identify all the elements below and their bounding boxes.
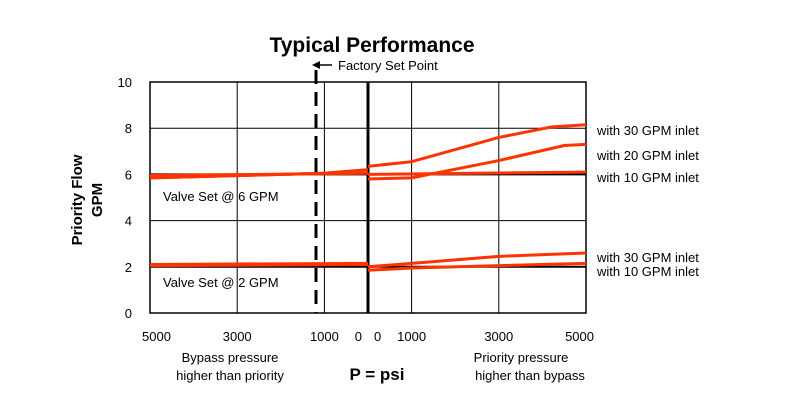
factory-set-point-label: Factory Set Point bbox=[338, 58, 438, 73]
series-line-left-4 bbox=[149, 262, 369, 268]
series-label: with 20 GPM inlet bbox=[596, 148, 699, 163]
x-left-caption-line1: Bypass pressure bbox=[182, 350, 279, 365]
series-line-right-1 bbox=[367, 142, 587, 181]
valve-label-2gpm: Valve Set @ 2 GPM bbox=[163, 275, 279, 290]
series-label: with 10 GPM inlet bbox=[596, 264, 699, 279]
series-labels: with 30 GPM inlet with 20 GPM inlet with 1… bbox=[596, 123, 699, 279]
x-tick-label-left: 0 bbox=[355, 329, 362, 344]
y-axis-label-line2: GPM bbox=[89, 183, 106, 217]
x-right-caption-line2: higher than bypass bbox=[475, 368, 585, 383]
x-right-caption-line1: Priority pressure bbox=[474, 350, 569, 365]
x-tick-label-left: 3000 bbox=[223, 329, 252, 344]
x-axis-label: P = psi bbox=[350, 365, 405, 384]
series-group bbox=[149, 123, 587, 272]
y-tick-label: 2 bbox=[125, 260, 132, 275]
x-left-caption-line2: higher than priority bbox=[176, 368, 284, 383]
x-tick-labels: 5000 3000 1000 0 0 1000 3000 5000 bbox=[142, 329, 594, 344]
series-line-right-3 bbox=[367, 251, 587, 269]
x-tick-label-right: 0 bbox=[374, 329, 381, 344]
y-tick-label: 4 bbox=[125, 214, 132, 229]
y-tick-label: 8 bbox=[125, 121, 132, 136]
x-tick-label-right: 3000 bbox=[484, 329, 513, 344]
y-tick-label: 0 bbox=[125, 306, 132, 321]
series-line-left-2 bbox=[149, 171, 369, 178]
factory-set-point-arrowhead bbox=[312, 61, 320, 69]
chart-title: Typical Performance bbox=[269, 34, 474, 57]
y-axis-label: Priority Flow GPM bbox=[69, 154, 106, 245]
y-axis-label-line1: Priority Flow bbox=[69, 154, 86, 245]
y-tick-label: 10 bbox=[118, 75, 132, 90]
y-tick-labels: 0 2 4 6 8 10 bbox=[118, 75, 132, 321]
y-tick-label: 6 bbox=[125, 167, 132, 182]
series-label: with 30 GPM inlet bbox=[596, 123, 699, 138]
series-label: with 10 GPM inlet bbox=[596, 170, 699, 185]
series-label: with 30 GPM inlet bbox=[596, 250, 699, 265]
series-line-right-0 bbox=[367, 123, 587, 168]
x-tick-label-left: 1000 bbox=[310, 329, 339, 344]
series-line-right-4 bbox=[367, 261, 587, 272]
valve-label-6gpm: Valve Set @ 6 GPM bbox=[163, 189, 279, 204]
x-tick-label-right: 1000 bbox=[397, 329, 426, 344]
series-line-right-2 bbox=[367, 170, 587, 176]
x-tick-label-right: 5000 bbox=[565, 329, 594, 344]
x-tick-label-left: 5000 bbox=[142, 329, 171, 344]
